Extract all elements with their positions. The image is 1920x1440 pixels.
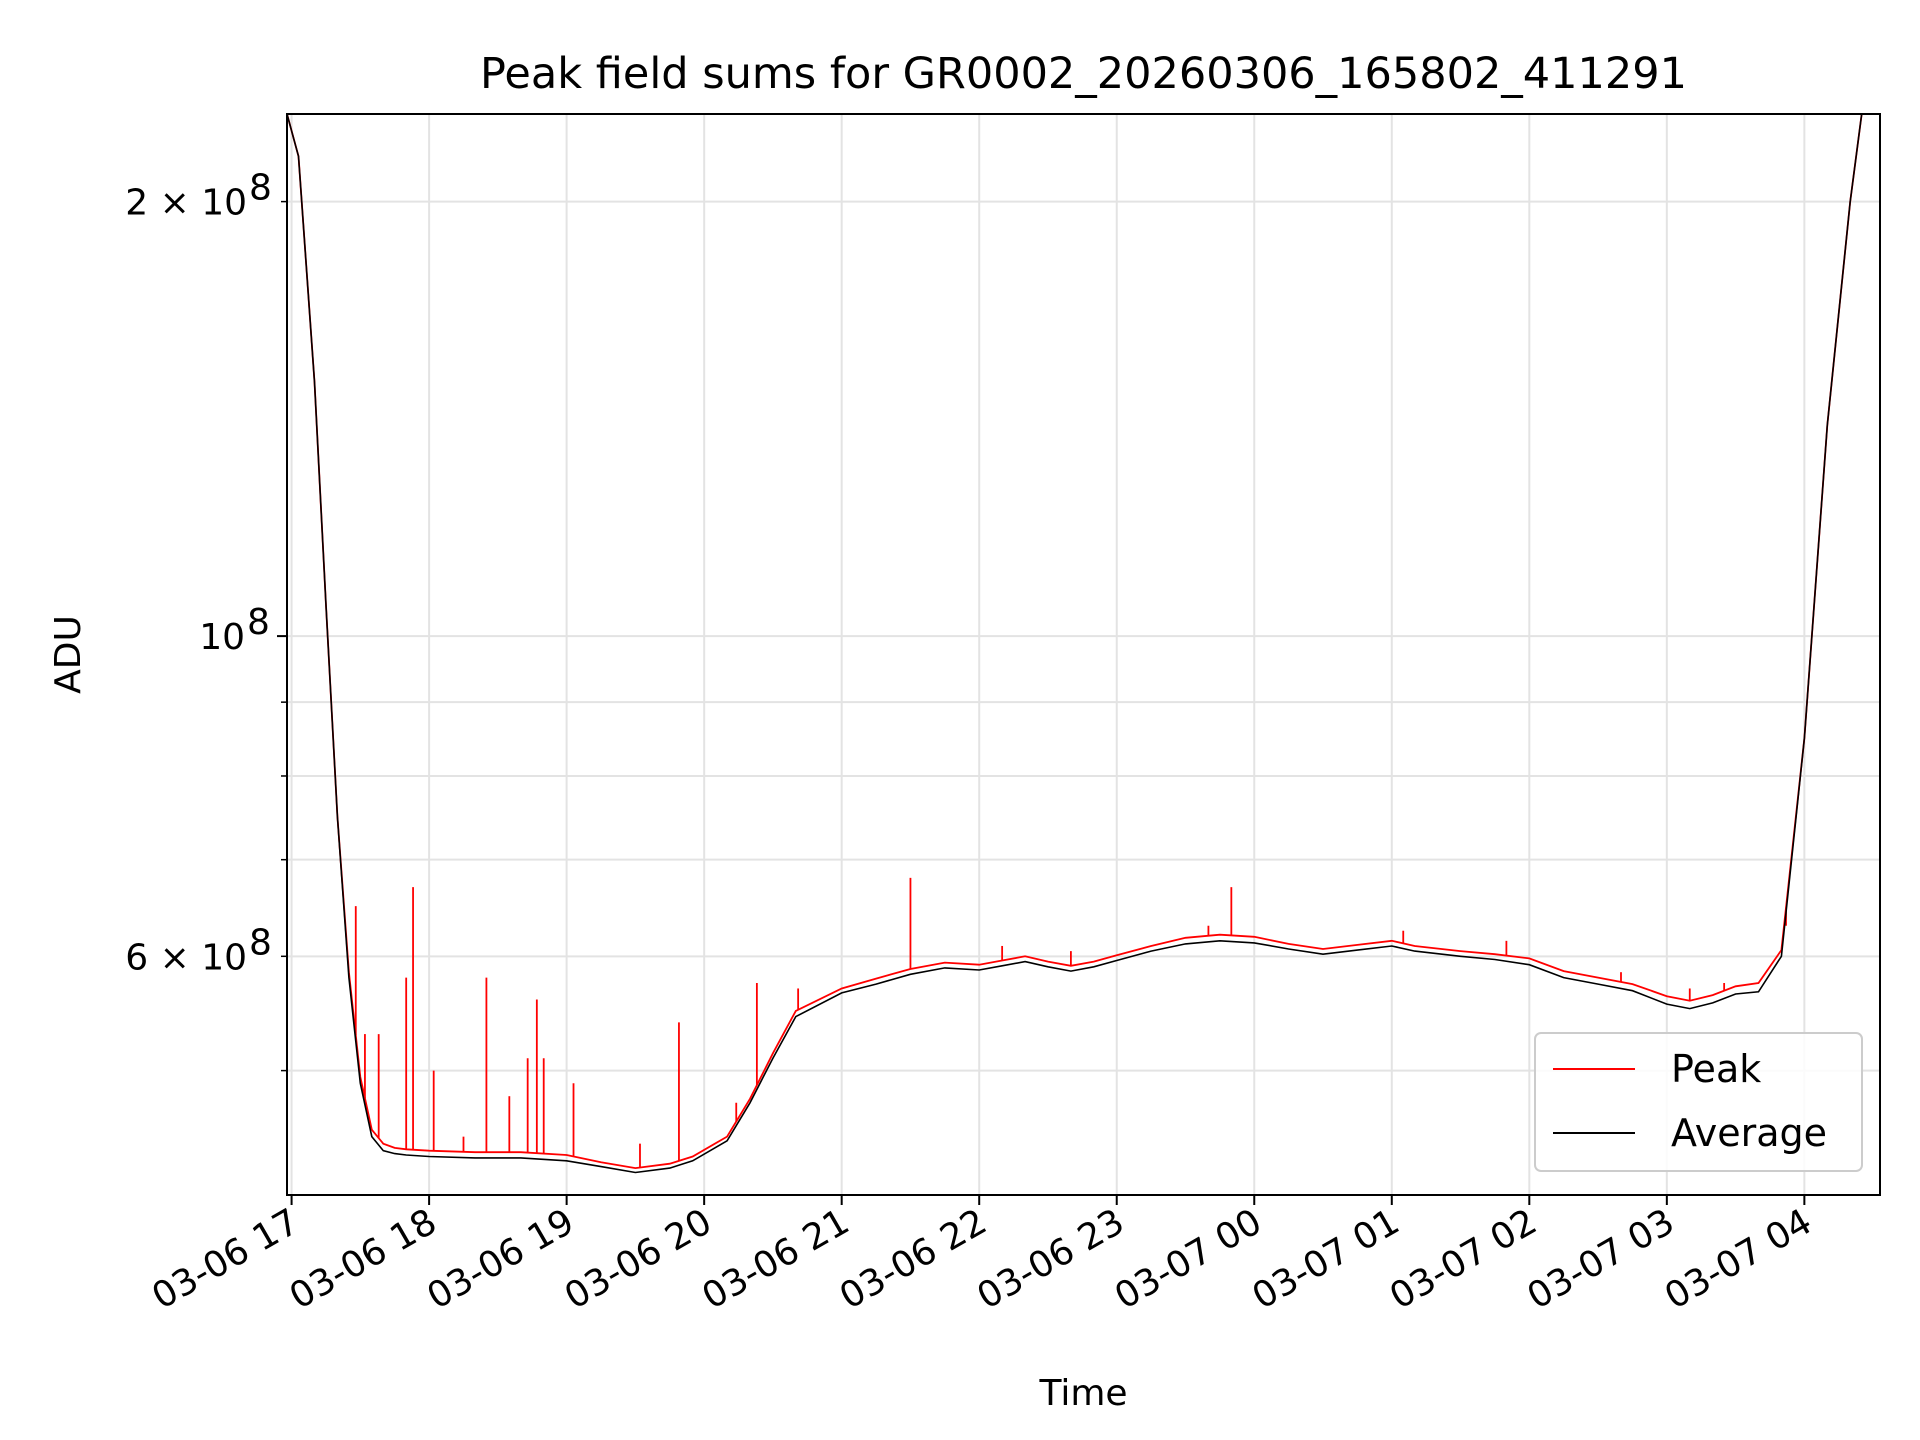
plot-frame — [286, 113, 1881, 1196]
x-axis-label: Time — [1038, 1373, 1127, 1414]
legend: Peak Average — [1534, 1032, 1863, 1172]
y-tick-label: 2 × 10 — [125, 183, 247, 224]
series-layer — [287, 114, 1863, 1174]
grid — [287, 114, 1880, 1195]
legend-label-average: Average — [1671, 1111, 1827, 1155]
legend-label-peak: Peak — [1671, 1047, 1761, 1091]
y-tick-exponent: 8 — [249, 168, 272, 209]
y-axis-label: ADU — [48, 615, 89, 694]
y-tick-exponent: 8 — [247, 602, 270, 643]
series-line-peak — [287, 114, 1863, 1170]
y-tick-exponent: 8 — [249, 922, 272, 963]
chart-title: Peak field sums for GR0002_20260306_1658… — [480, 49, 1687, 99]
legend-box — [1534, 1032, 1863, 1172]
y-tick-label: 6 × 10 — [125, 937, 247, 978]
y-tick-label: 10 — [199, 617, 245, 658]
series-line-average — [287, 114, 1863, 1174]
